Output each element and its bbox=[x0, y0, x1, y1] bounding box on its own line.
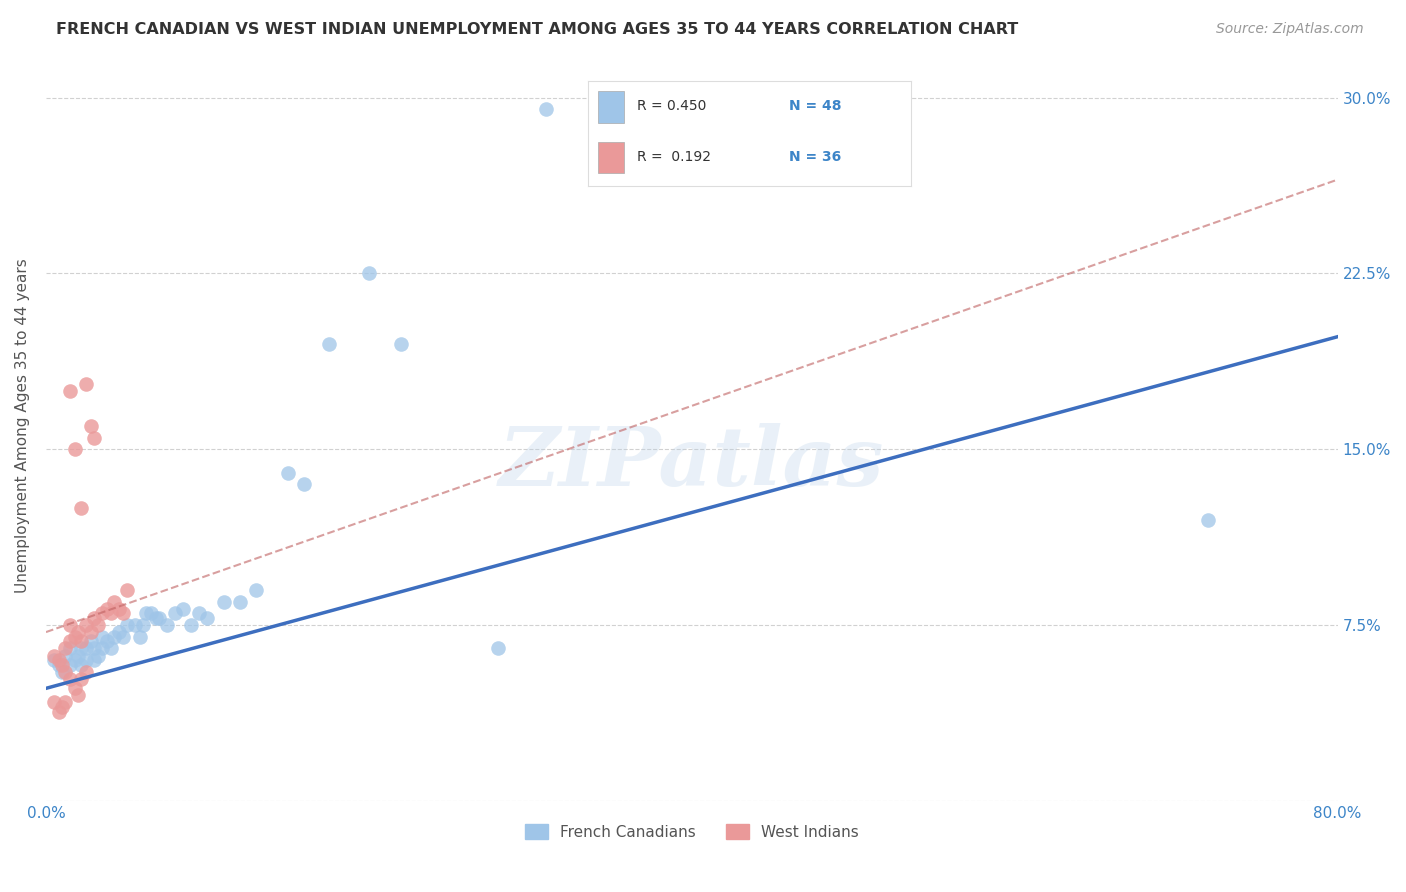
Point bbox=[59, 618, 82, 632]
Point bbox=[139, 607, 162, 621]
Point bbox=[53, 665, 76, 679]
Point bbox=[75, 665, 97, 679]
Point bbox=[228, 594, 250, 608]
Point bbox=[59, 672, 82, 686]
Point bbox=[80, 625, 103, 640]
Point bbox=[135, 607, 157, 621]
Point bbox=[107, 625, 129, 640]
Point bbox=[70, 657, 93, 672]
Point bbox=[100, 607, 122, 621]
Point bbox=[172, 601, 194, 615]
Point bbox=[75, 641, 97, 656]
Text: FRENCH CANADIAN VS WEST INDIAN UNEMPLOYMENT AMONG AGES 35 TO 44 YEARS CORRELATIO: FRENCH CANADIAN VS WEST INDIAN UNEMPLOYM… bbox=[56, 22, 1018, 37]
Point bbox=[100, 641, 122, 656]
Legend: French Canadians, West Indians: French Canadians, West Indians bbox=[519, 818, 865, 846]
Point bbox=[292, 477, 315, 491]
Point bbox=[86, 618, 108, 632]
Point bbox=[115, 618, 138, 632]
Point bbox=[156, 618, 179, 632]
Point bbox=[70, 500, 93, 515]
Text: Source: ZipAtlas.com: Source: ZipAtlas.com bbox=[1216, 22, 1364, 37]
Point bbox=[1198, 512, 1220, 526]
Point bbox=[197, 611, 219, 625]
Point bbox=[91, 630, 114, 644]
Point bbox=[148, 611, 170, 625]
Point bbox=[80, 634, 103, 648]
Point bbox=[96, 634, 118, 648]
Point bbox=[42, 648, 65, 663]
Point bbox=[83, 653, 105, 667]
Point bbox=[357, 266, 380, 280]
Point bbox=[91, 607, 114, 621]
Point bbox=[83, 611, 105, 625]
Point bbox=[63, 653, 86, 667]
Point bbox=[59, 657, 82, 672]
Point bbox=[67, 648, 90, 663]
Point bbox=[277, 466, 299, 480]
Point bbox=[145, 611, 167, 625]
Point bbox=[75, 618, 97, 632]
Y-axis label: Unemployment Among Ages 35 to 44 years: Unemployment Among Ages 35 to 44 years bbox=[15, 259, 30, 593]
Point bbox=[75, 376, 97, 391]
Point bbox=[132, 618, 155, 632]
Point bbox=[112, 607, 135, 621]
Point bbox=[188, 607, 211, 621]
Point bbox=[96, 601, 118, 615]
Point bbox=[115, 582, 138, 597]
Point bbox=[67, 625, 90, 640]
Point bbox=[103, 630, 125, 644]
Point bbox=[48, 705, 70, 719]
Point bbox=[67, 689, 90, 703]
Point bbox=[91, 641, 114, 656]
Point bbox=[59, 634, 82, 648]
Point bbox=[70, 634, 93, 648]
Point bbox=[128, 630, 150, 644]
Text: ZIPatlas: ZIPatlas bbox=[499, 424, 884, 503]
Point bbox=[70, 641, 93, 656]
Point bbox=[63, 442, 86, 457]
Point bbox=[486, 641, 509, 656]
Point bbox=[51, 665, 73, 679]
Point bbox=[83, 641, 105, 656]
Point bbox=[59, 641, 82, 656]
Point bbox=[112, 630, 135, 644]
Point bbox=[80, 418, 103, 433]
Point bbox=[42, 695, 65, 709]
Point bbox=[86, 648, 108, 663]
Point bbox=[212, 594, 235, 608]
Point bbox=[63, 630, 86, 644]
Point bbox=[124, 618, 146, 632]
Point bbox=[59, 384, 82, 398]
Point bbox=[245, 582, 267, 597]
Point bbox=[536, 103, 558, 117]
Point bbox=[318, 336, 340, 351]
Point bbox=[70, 672, 93, 686]
Point bbox=[165, 607, 187, 621]
Point bbox=[53, 641, 76, 656]
Point bbox=[51, 657, 73, 672]
Point bbox=[42, 653, 65, 667]
Point bbox=[83, 430, 105, 444]
Point bbox=[180, 618, 202, 632]
Point bbox=[389, 336, 412, 351]
Point bbox=[107, 601, 129, 615]
Point bbox=[53, 695, 76, 709]
Point bbox=[75, 653, 97, 667]
Point bbox=[103, 594, 125, 608]
Point bbox=[63, 681, 86, 696]
Point bbox=[53, 648, 76, 663]
Point bbox=[48, 657, 70, 672]
Point bbox=[51, 700, 73, 714]
Point bbox=[48, 653, 70, 667]
